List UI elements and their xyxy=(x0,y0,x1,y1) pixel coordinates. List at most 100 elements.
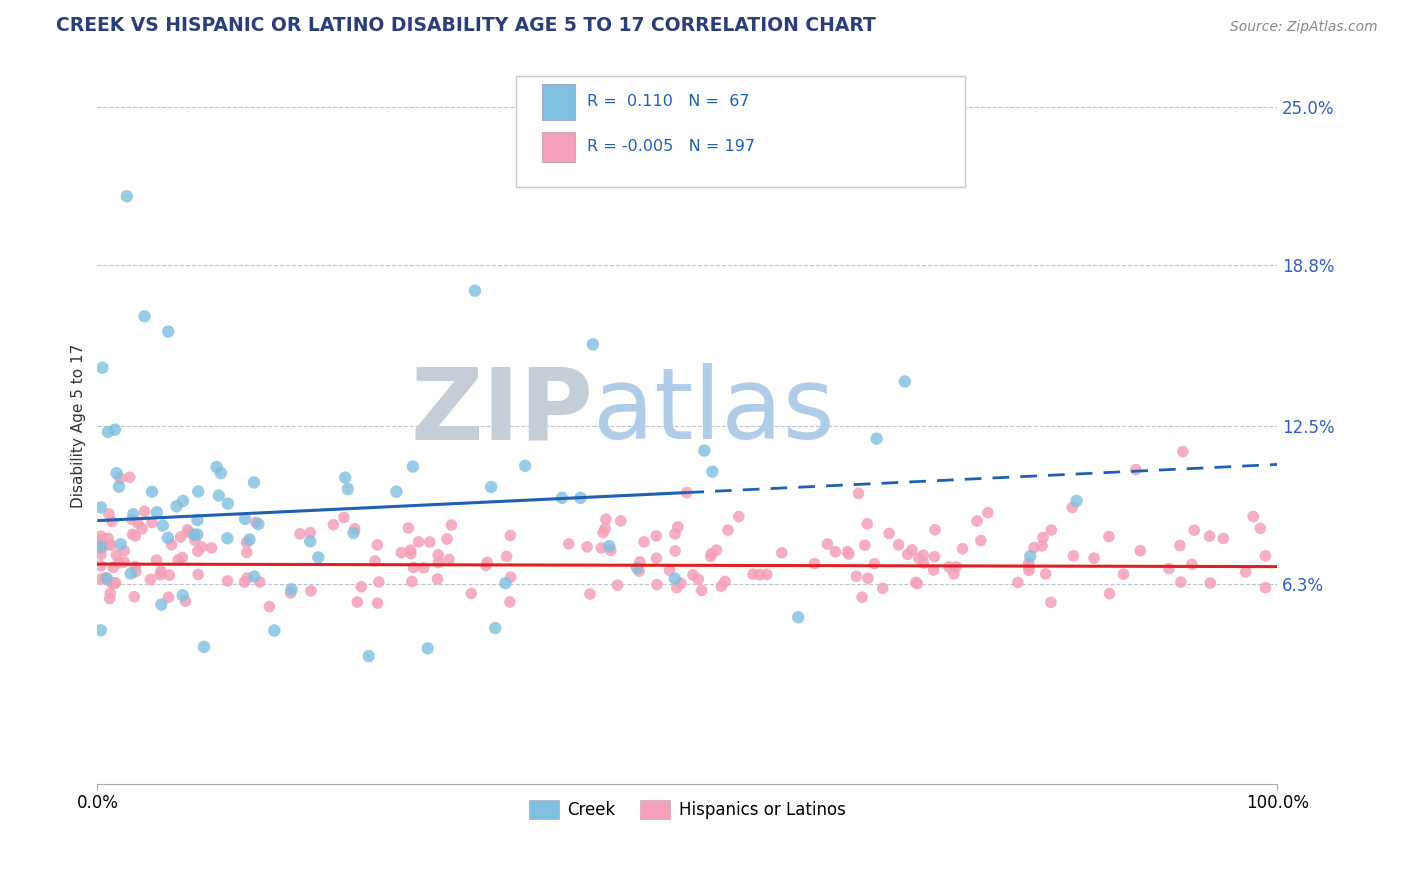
Point xyxy=(748,567,770,582)
Point xyxy=(193,640,215,654)
Point xyxy=(675,485,697,500)
Point xyxy=(1035,566,1057,581)
Point xyxy=(863,557,886,571)
Point xyxy=(366,596,388,610)
Point xyxy=(1063,549,1085,563)
Point xyxy=(115,189,138,203)
Point xyxy=(90,540,112,554)
Point xyxy=(419,535,441,549)
Point xyxy=(90,572,112,586)
Point xyxy=(110,537,132,551)
Point xyxy=(717,523,740,537)
Point xyxy=(259,599,281,614)
Point xyxy=(427,548,450,562)
Point xyxy=(952,541,974,556)
Point xyxy=(912,556,935,570)
Point xyxy=(121,512,143,526)
Point xyxy=(186,513,208,527)
Point xyxy=(97,507,120,521)
Point xyxy=(187,567,209,582)
Point xyxy=(149,567,172,582)
Point xyxy=(146,505,169,519)
Point xyxy=(851,590,873,604)
Point xyxy=(90,541,112,556)
Point xyxy=(595,512,617,526)
Point xyxy=(91,360,114,375)
Point xyxy=(714,574,737,589)
Point xyxy=(1129,543,1152,558)
Point xyxy=(1018,564,1040,578)
Point xyxy=(322,517,344,532)
Point xyxy=(582,337,605,351)
Point xyxy=(157,568,180,582)
Point xyxy=(96,572,118,586)
Point xyxy=(98,586,121,600)
Point xyxy=(236,571,259,585)
Point xyxy=(402,459,425,474)
Point xyxy=(1234,565,1257,579)
Point xyxy=(366,538,388,552)
Point xyxy=(263,624,285,638)
Text: CREEK VS HISPANIC OR LATINO DISABILITY AGE 5 TO 17 CORRELATION CHART: CREEK VS HISPANIC OR LATINO DISABILITY A… xyxy=(56,16,876,35)
Point xyxy=(1157,561,1180,575)
Point xyxy=(770,546,793,560)
Point xyxy=(1018,556,1040,570)
Point xyxy=(1039,595,1062,609)
Point xyxy=(402,560,425,574)
Point xyxy=(245,516,267,530)
Point xyxy=(464,284,486,298)
Point xyxy=(112,555,135,569)
Point xyxy=(299,525,322,540)
Point xyxy=(495,549,517,564)
Point xyxy=(440,518,463,533)
Point xyxy=(977,506,1000,520)
Point xyxy=(1040,523,1063,537)
Point xyxy=(576,540,599,554)
Point xyxy=(1182,523,1205,537)
Point xyxy=(101,515,124,529)
Point xyxy=(815,537,838,551)
Point xyxy=(688,573,710,587)
Point xyxy=(157,325,180,339)
Point xyxy=(699,549,721,564)
Point xyxy=(416,641,439,656)
Point xyxy=(551,491,574,505)
FancyBboxPatch shape xyxy=(516,76,965,186)
Point xyxy=(460,586,482,600)
Point xyxy=(307,550,329,565)
Text: ZIP: ZIP xyxy=(411,363,593,460)
Point xyxy=(396,521,419,535)
Point xyxy=(389,546,412,560)
Point xyxy=(100,538,122,552)
Point xyxy=(645,577,668,591)
Point xyxy=(475,558,498,573)
Point xyxy=(94,571,117,585)
Point xyxy=(299,583,322,598)
Point xyxy=(333,510,356,524)
Point xyxy=(1249,521,1271,535)
Point xyxy=(856,571,879,585)
Point xyxy=(664,544,686,558)
Bar xyxy=(543,84,575,120)
Point xyxy=(107,556,129,570)
Point xyxy=(97,538,120,552)
Point xyxy=(1083,551,1105,566)
Point xyxy=(141,484,163,499)
Point xyxy=(599,543,621,558)
Point xyxy=(280,586,302,600)
Point xyxy=(149,564,172,578)
Point xyxy=(710,579,733,593)
Point xyxy=(645,529,668,543)
Point xyxy=(208,488,231,502)
Point xyxy=(249,574,271,589)
Point xyxy=(628,555,651,569)
Point xyxy=(1062,500,1084,515)
Point xyxy=(727,509,749,524)
Point xyxy=(626,561,648,575)
Point xyxy=(1007,575,1029,590)
Point xyxy=(1066,494,1088,508)
Point xyxy=(633,534,655,549)
Point xyxy=(1181,558,1204,572)
Point xyxy=(665,581,688,595)
Point xyxy=(1170,575,1192,590)
